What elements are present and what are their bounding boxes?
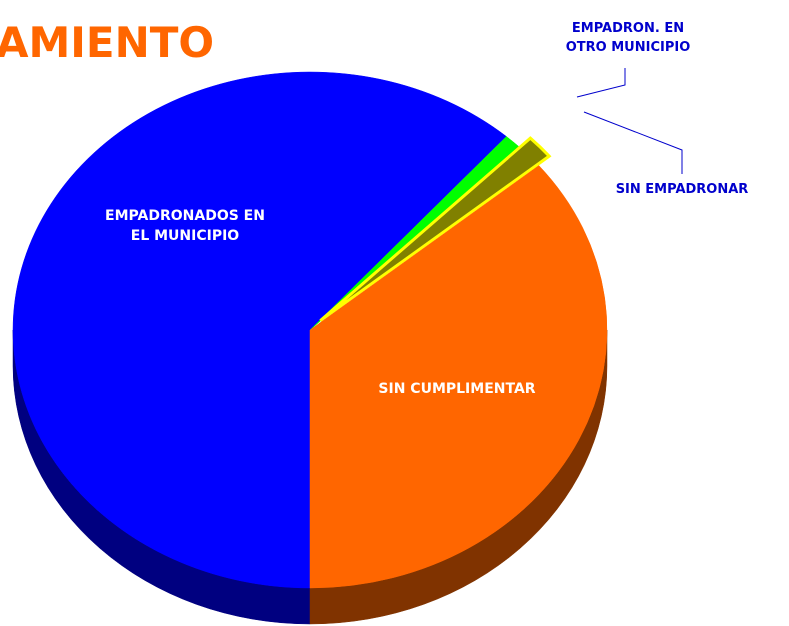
pie [12, 71, 608, 625]
slice-label: SIN CUMPLIMENTAR [378, 381, 536, 397]
slice [12, 71, 507, 589]
slice [319, 136, 552, 322]
leader-line [583, 111, 683, 174]
chart-title: AMIENTO [0, 18, 215, 67]
slice [309, 165, 608, 589]
slice-label: EMPADRONADOS EN EL MUNICIPIO [105, 208, 265, 245]
slice-label: EMPADRON. EN OTRO MUNICIPIO [565, 21, 691, 55]
slice-label: SIN EMPADRONAR [615, 182, 749, 197]
leader-line [576, 68, 626, 98]
